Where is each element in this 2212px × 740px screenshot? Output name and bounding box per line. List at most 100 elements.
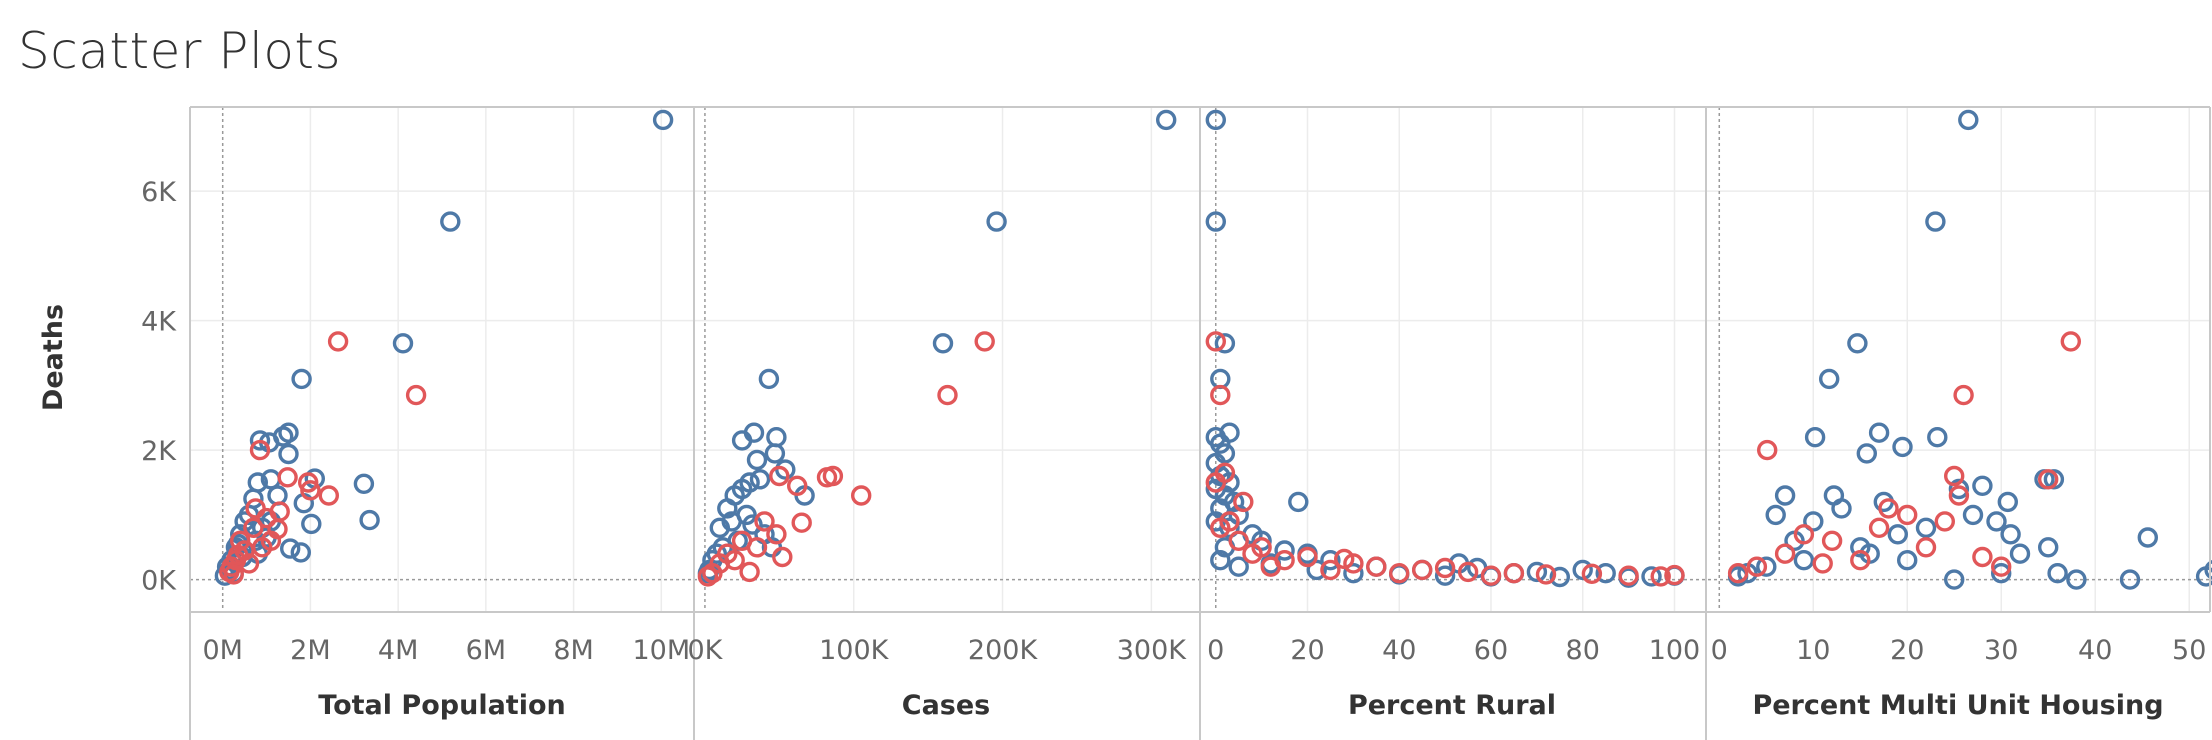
- data-point-blue: [2119, 569, 2141, 590]
- data-point-red: [1943, 465, 1965, 487]
- data-point-red: [1366, 556, 1387, 577]
- data-point-blue: [1288, 491, 1309, 513]
- data-point-blue: [1856, 443, 1878, 464]
- data-point-blue: [2047, 563, 2068, 584]
- x-tick-label: 20: [1290, 635, 1324, 666]
- x-axis-title: Percent Multi Unit Housing: [1752, 690, 2163, 721]
- data-point-red: [1210, 384, 1231, 406]
- data-point-red: [267, 518, 288, 540]
- x-tick-label: 40: [1382, 635, 1416, 666]
- data-point-blue: [1343, 563, 1364, 584]
- data-point-red: [1821, 530, 1843, 551]
- data-point-red: [1812, 553, 1833, 574]
- data-point-red: [816, 467, 838, 488]
- y-axis-title: Deaths: [38, 304, 69, 411]
- data-point-red: [1457, 561, 1479, 583]
- data-point-blue: [2037, 537, 2059, 558]
- data-point-blue: [1868, 422, 1890, 443]
- data-point-red: [405, 384, 427, 406]
- data-point-blue: [249, 430, 271, 451]
- data-point-blue: [1219, 517, 1240, 538]
- page-title: Scatter Plots: [18, 22, 342, 80]
- data-point-blue: [1892, 436, 1913, 458]
- data-point-red: [1388, 563, 1410, 584]
- data-point-red: [1774, 543, 1796, 564]
- x-tick-label: 300K: [1117, 635, 1188, 666]
- data-point-blue: [2000, 524, 2021, 545]
- x-tick-label: 10M: [632, 635, 690, 666]
- data-point-blue: [1572, 559, 1593, 581]
- data-point-blue: [1205, 211, 1227, 232]
- x-tick-label: 100K: [819, 635, 890, 666]
- data-point-blue: [749, 469, 771, 490]
- data-point-red: [1915, 537, 1937, 558]
- x-tick-label: 50: [2172, 635, 2206, 666]
- data-point-red: [227, 544, 249, 566]
- data-point-blue: [1804, 427, 1826, 448]
- data-point-red: [245, 498, 266, 519]
- data-point-blue: [1915, 517, 1937, 538]
- data-point-red: [1948, 485, 1970, 506]
- data-point-blue: [1526, 561, 1548, 583]
- data-point-red: [1233, 491, 1254, 513]
- data-point-red: [1868, 517, 1890, 538]
- data-point-blue: [1765, 504, 1786, 526]
- x-tick-label: 100: [1649, 635, 1701, 666]
- data-point-blue: [1943, 569, 1965, 590]
- data-point-red: [791, 512, 812, 533]
- data-point-blue: [766, 427, 787, 448]
- x-tick-label: 6M: [466, 635, 506, 666]
- data-point-blue: [291, 368, 312, 390]
- data-point-blue: [1927, 427, 1948, 448]
- data-point-red: [1756, 439, 1778, 461]
- data-point-red: [724, 550, 745, 571]
- data-point-blue: [717, 498, 738, 519]
- data-point-blue: [1214, 333, 1236, 354]
- data-point-red: [1297, 546, 1318, 568]
- data-point-red: [1727, 563, 1749, 584]
- data-point-blue: [1793, 550, 1815, 571]
- data-point-red: [1503, 563, 1525, 584]
- data-point-red: [769, 465, 790, 487]
- data-point-red: [1746, 556, 1768, 577]
- data-point-blue: [1896, 550, 1918, 571]
- data-point-blue: [2137, 527, 2159, 548]
- data-point-blue: [440, 211, 461, 232]
- data-point-red: [1990, 556, 2012, 577]
- x-tick-label: 40: [2078, 635, 2112, 666]
- data-point-red: [937, 384, 958, 406]
- data-point-blue: [1641, 566, 1662, 587]
- data-point-red: [1896, 504, 1918, 526]
- data-point-blue: [359, 509, 380, 531]
- x-tick-label: 30: [1984, 635, 2018, 666]
- data-point-blue: [1155, 109, 1177, 131]
- data-point-red: [1205, 472, 1227, 493]
- data-point-red: [249, 439, 271, 461]
- x-tick-label: 2M: [290, 635, 330, 666]
- marks-layer: [214, 109, 2212, 590]
- data-point-blue: [280, 538, 301, 559]
- data-point-blue: [1948, 478, 1970, 500]
- y-tick-label: 6K: [141, 177, 177, 208]
- data-point-red: [1411, 559, 1433, 581]
- data-point-red: [731, 530, 753, 551]
- data-point-red: [243, 517, 264, 538]
- data-point-blue: [652, 109, 674, 131]
- data-point-red: [1434, 557, 1456, 579]
- data-point-red: [697, 566, 719, 587]
- data-point-red: [300, 480, 321, 501]
- data-point-red: [223, 564, 244, 585]
- labels-layer: 0K 2K 4K 6K Deaths 0M 2M 4M 6M 8M 10M Total Populat…: [38, 177, 2206, 721]
- data-point-blue: [392, 333, 414, 354]
- data-point-red: [1953, 384, 1974, 406]
- data-point-blue: [1831, 498, 1852, 519]
- data-point-blue: [1595, 563, 1616, 584]
- data-point-blue: [1274, 540, 1295, 561]
- x-tick-label: 80: [1566, 635, 1600, 666]
- data-point-red: [1260, 556, 1282, 577]
- x-tick-label: 0: [1711, 635, 1728, 666]
- data-point-red: [1972, 546, 1993, 568]
- data-point-red: [1205, 331, 1227, 352]
- data-point-red: [277, 467, 298, 488]
- x-tick-label: 0: [1207, 635, 1224, 666]
